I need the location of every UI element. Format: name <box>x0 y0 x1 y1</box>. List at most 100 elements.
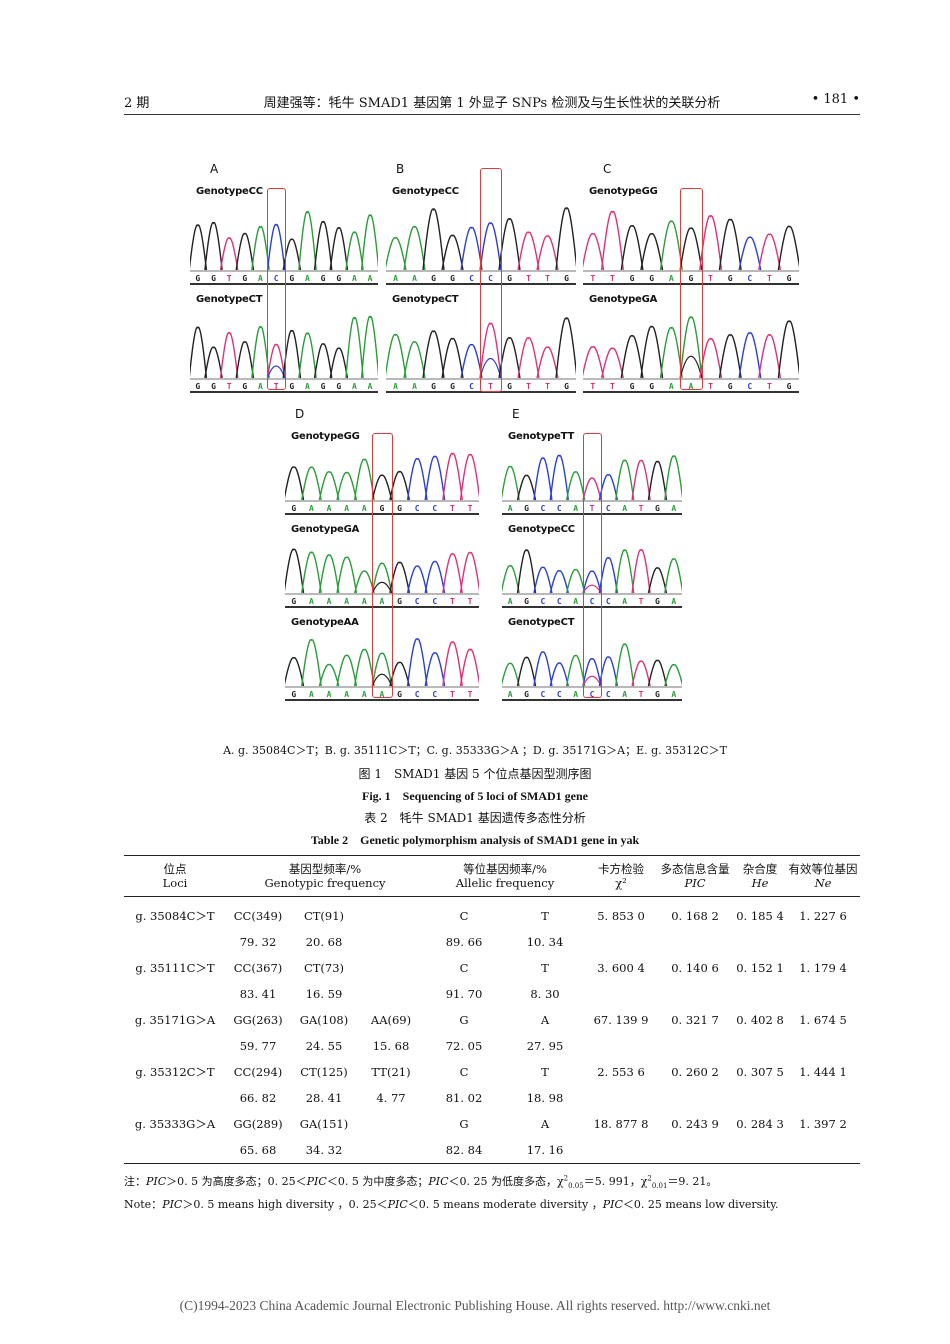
peak-t <box>583 233 605 271</box>
peak-t <box>758 233 782 271</box>
peak-c <box>424 455 446 501</box>
cell-empty <box>786 1137 860 1164</box>
base-call: A <box>258 274 263 283</box>
base-call: A <box>622 504 628 513</box>
header-ne: 有效等位基因 Ne <box>788 862 858 890</box>
cell-f3: 15. 68 <box>372 1039 410 1053</box>
base-call: G <box>431 274 436 283</box>
peak-a <box>298 211 317 271</box>
cell-a1: C <box>459 1065 469 1079</box>
base-call: G <box>211 274 216 283</box>
base-call: T <box>526 274 531 283</box>
peak-g <box>647 567 668 594</box>
table-row-counts: g. 35312C＞T CC(294) CT(125) TT(21) C T 2. 553 … <box>124 1059 860 1085</box>
base-call: G <box>211 382 216 391</box>
cell-empty <box>656 1137 734 1164</box>
cell-a2: T <box>541 1065 549 1079</box>
peak-g <box>329 347 349 379</box>
peak-t <box>517 231 540 271</box>
chromatogram-trace <box>502 454 682 502</box>
base-call: A <box>326 690 332 699</box>
peak-g <box>313 343 333 379</box>
base-call: G <box>320 382 326 391</box>
cell-ne: 1. 397 2 <box>799 1117 847 1131</box>
peak-t <box>459 453 479 501</box>
peak-g <box>620 225 644 271</box>
cell-g3: AA(69) <box>370 1013 412 1027</box>
base-call: T <box>767 382 772 391</box>
peak-g <box>422 330 445 379</box>
genotype-label: GenotypeCC <box>508 524 575 535</box>
peak-g <box>389 661 411 687</box>
chromatogram-trace <box>502 643 682 688</box>
peak-t <box>219 237 239 271</box>
peak-g <box>555 207 576 271</box>
peak-g <box>777 225 799 271</box>
panel-label-c: C <box>603 162 612 176</box>
cell-empty <box>786 929 860 955</box>
running-header: 2 期 周建强等：牦牛 SMAD1 基因第 1 外显子 SNPs 检测及与生长性… <box>124 92 860 112</box>
cell-g3 <box>358 1111 424 1137</box>
figure-loci-legend: A. g. 35084C＞T；B. g. 35111C＞T；C. g. 3533… <box>223 744 727 757</box>
base-call: G <box>336 382 342 391</box>
header-loci: 位点 Loci <box>162 862 188 890</box>
peak-c <box>406 565 428 594</box>
peak-g <box>516 474 537 501</box>
genotype-label: GenotypeGA <box>589 294 658 305</box>
base-call: T <box>638 597 644 606</box>
peak-c <box>424 652 446 687</box>
peak-a <box>403 341 426 379</box>
cell-af2: 27. 95 <box>526 1039 564 1053</box>
peak-g <box>555 317 576 379</box>
base-call: G <box>507 274 512 283</box>
base-call: A <box>361 504 367 513</box>
peak-a <box>353 570 375 594</box>
base-call: G <box>291 597 297 606</box>
chromatogram-trace <box>285 452 479 502</box>
base-call: A <box>344 597 350 606</box>
peak-t <box>758 334 782 379</box>
cell-ne: 1. 227 6 <box>799 909 847 923</box>
peak-t <box>600 347 624 379</box>
base-call: C <box>540 597 546 606</box>
base-call: C <box>589 597 595 606</box>
base-call: A <box>507 597 513 606</box>
base-call: C <box>605 504 611 513</box>
peak-t <box>219 332 239 379</box>
cell-empty <box>586 981 656 1007</box>
peak-t <box>459 648 479 687</box>
table-row-counts: g. 35084C＞T CC(349) CT(91) C T 5. 853 0 0. 168… <box>124 897 860 930</box>
peak-c <box>582 658 602 687</box>
cell-g2: GA(108) <box>299 1013 349 1027</box>
cell-ne: 1. 674 5 <box>799 1013 847 1027</box>
panel-label-b: B <box>396 162 405 176</box>
base-call: A <box>412 274 417 283</box>
base-call: G <box>655 597 660 606</box>
cell-empty <box>586 1033 656 1059</box>
table-row-frequency: 83. 41 16. 59 91. 70 8. 30 <box>124 981 860 1007</box>
base-call: A <box>622 690 628 699</box>
base-call: C <box>556 504 562 513</box>
base-call: G <box>242 382 248 391</box>
peak-c <box>533 651 553 687</box>
peak-a <box>371 562 393 594</box>
peak-c <box>549 570 569 594</box>
cell-empty <box>734 1033 786 1059</box>
base-call: C <box>469 382 474 391</box>
genotype-label: GenotypeGG <box>589 186 658 197</box>
base-call: T <box>708 274 713 283</box>
base-call: T <box>589 504 595 513</box>
cell-chi: 18. 877 8 <box>593 1117 649 1131</box>
peak-g <box>441 234 464 271</box>
peak-c <box>598 656 619 687</box>
cell-f1: 83. 41 <box>239 987 277 1001</box>
header-he: 杂合度 He <box>742 862 778 890</box>
cell-f2: 34. 32 <box>305 1143 343 1157</box>
base-call: C <box>414 504 420 513</box>
peak-a <box>353 648 375 687</box>
base-call: A <box>309 597 314 606</box>
peak-g <box>647 460 668 501</box>
